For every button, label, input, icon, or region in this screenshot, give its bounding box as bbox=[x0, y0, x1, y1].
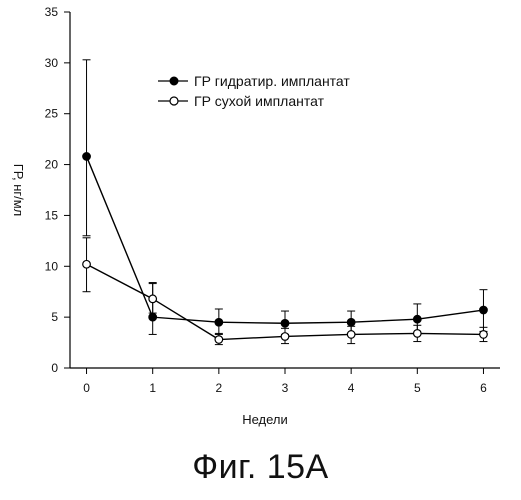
data-point bbox=[480, 331, 488, 339]
y-axis-ticks: 0 5 10 15 20 25 30 35 bbox=[45, 5, 70, 375]
legend-marker-dry bbox=[170, 97, 178, 105]
series-line bbox=[87, 156, 484, 323]
x-tick-label: 2 bbox=[216, 381, 223, 395]
y-tick-label: 30 bbox=[45, 56, 59, 70]
legend-label-dry: ГР сухой имплантат bbox=[194, 93, 325, 109]
data-point bbox=[347, 318, 355, 326]
data-point bbox=[347, 331, 355, 339]
data-point bbox=[480, 306, 488, 314]
data-point bbox=[414, 315, 422, 323]
x-tick-label: 1 bbox=[149, 381, 156, 395]
chart: 05101520253035 0123456 Недели ГР, нг/мл … bbox=[0, 0, 521, 440]
x-tick-label: 0 bbox=[83, 381, 90, 395]
y-tick-label: 25 bbox=[45, 107, 59, 121]
y-tick-label: 20 bbox=[45, 158, 59, 172]
data-point bbox=[281, 333, 289, 341]
data-point bbox=[149, 295, 157, 303]
legend: ГР гидратир. имплантат ГР сухой импланта… bbox=[158, 73, 350, 109]
x-tick-label: 4 bbox=[348, 381, 355, 395]
x-axis-ticks: 0 1 2 3 4 5 6 bbox=[83, 368, 487, 395]
legend-marker-hydrated bbox=[170, 77, 178, 85]
x-tick-label: 6 bbox=[480, 381, 487, 395]
y-axis-label: ГР, нг/мл bbox=[11, 164, 26, 217]
data-point bbox=[215, 336, 223, 344]
data-point bbox=[281, 319, 289, 327]
y-tick-label: 15 bbox=[45, 208, 59, 222]
y-tick-label: 0 bbox=[51, 361, 58, 375]
data-point bbox=[83, 153, 91, 161]
x-tick-label: 5 bbox=[414, 381, 421, 395]
series-dry bbox=[83, 238, 488, 345]
x-tick-label: 3 bbox=[282, 381, 289, 395]
data-point bbox=[414, 330, 422, 338]
data-point bbox=[83, 260, 91, 268]
y-tick-label: 35 bbox=[45, 5, 59, 19]
legend-label-hydrated: ГР гидратир. имплантат bbox=[194, 73, 350, 89]
y-tick-label: 10 bbox=[45, 259, 59, 273]
x-axis-label: Недели bbox=[242, 412, 288, 427]
data-point bbox=[215, 318, 223, 326]
figure-caption: Фиг. 15А bbox=[0, 448, 521, 487]
y-tick-label: 5 bbox=[51, 310, 58, 324]
data-point bbox=[149, 313, 157, 321]
